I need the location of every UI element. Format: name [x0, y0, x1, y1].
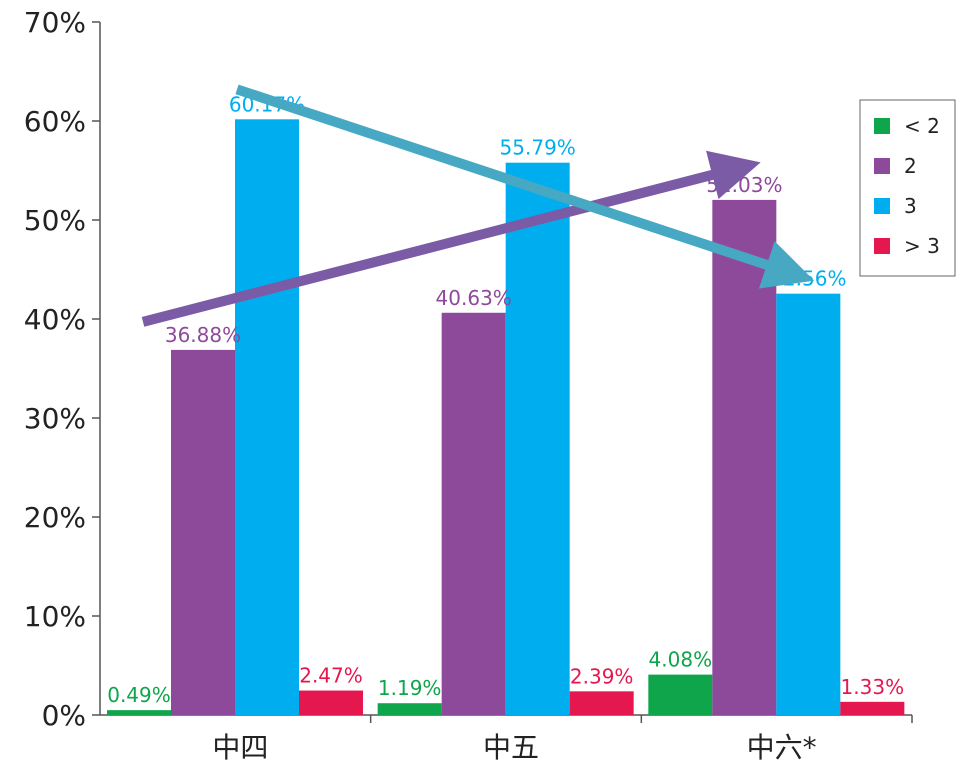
y-tick-label: 50% — [24, 204, 86, 237]
y-tick-label: 0% — [42, 699, 86, 732]
bar — [712, 199, 777, 715]
legend-swatch — [874, 158, 890, 174]
x-tick-label: 中六* — [747, 731, 817, 764]
bar — [776, 293, 841, 715]
data-label: 4.08% — [649, 648, 713, 672]
bar — [299, 690, 363, 715]
data-label: 55.79% — [500, 136, 576, 160]
data-label: 2.39% — [570, 664, 634, 688]
data-label: 2.47% — [299, 664, 363, 688]
y-tick-label: 40% — [24, 303, 86, 336]
y-tick-label: 30% — [24, 402, 86, 435]
x-tick-label: 中五 — [483, 731, 539, 764]
legend-label: > 3 — [904, 234, 940, 258]
legend-label: 2 — [904, 154, 917, 178]
bar — [648, 674, 713, 715]
legend-swatch — [874, 118, 890, 134]
bar — [505, 162, 570, 715]
data-label: 1.33% — [841, 675, 905, 699]
data-label: 0.49% — [107, 683, 171, 707]
legend-swatch — [874, 198, 890, 214]
trend-arrow-series-2 — [141, 150, 761, 327]
bar — [441, 312, 506, 715]
y-tick-label: 20% — [24, 501, 86, 534]
bar — [171, 349, 235, 715]
bar — [840, 701, 905, 715]
bar — [235, 119, 299, 715]
bar — [377, 703, 442, 715]
bar — [569, 691, 634, 715]
trend-arrow-series-3 — [235, 84, 815, 289]
data-label: 1.19% — [378, 676, 442, 700]
legend-label: 3 — [904, 194, 917, 218]
legend-swatch — [874, 238, 890, 254]
x-tick-label: 中四 — [212, 731, 268, 764]
data-label: 40.63% — [436, 286, 512, 310]
bar — [107, 710, 171, 715]
y-tick-label: 60% — [24, 105, 86, 138]
data-label: 36.88% — [165, 323, 241, 347]
y-tick-label: 10% — [24, 600, 86, 633]
legend-label: < 2 — [904, 114, 940, 138]
y-tick-label: 70% — [24, 6, 86, 39]
